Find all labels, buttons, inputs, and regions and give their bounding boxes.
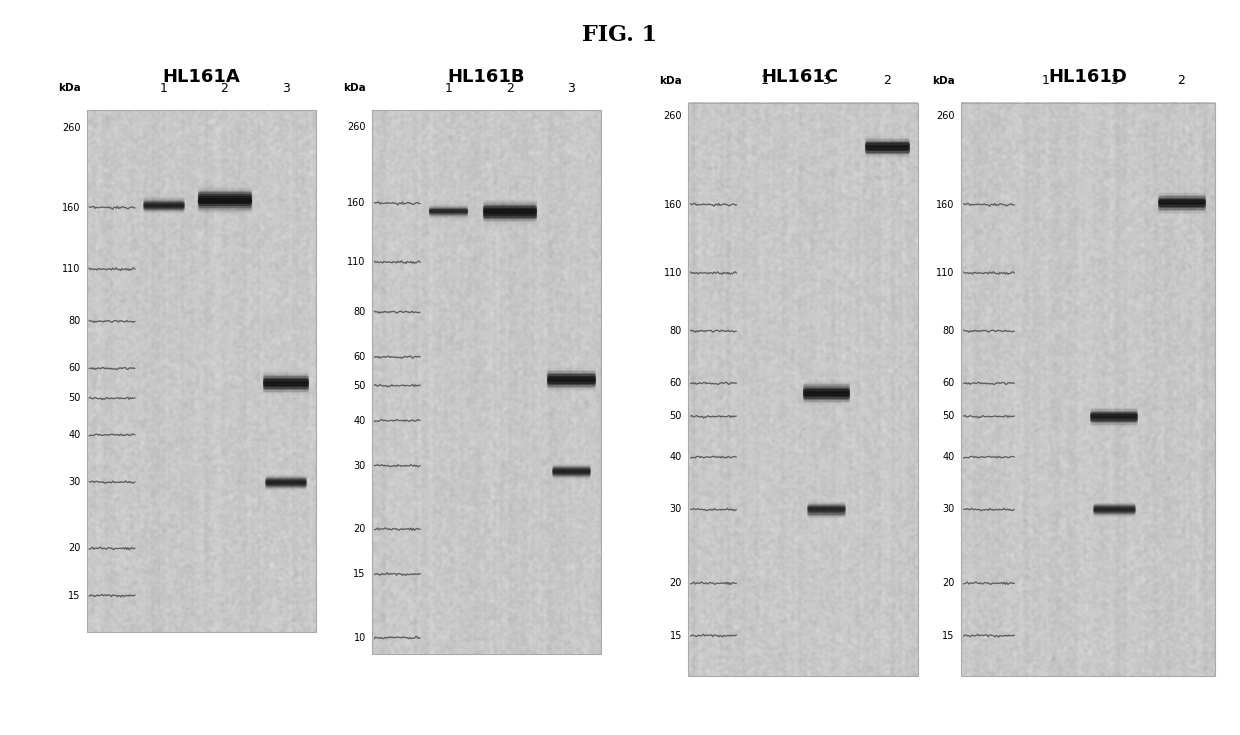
Text: 3: 3 bbox=[1110, 74, 1117, 87]
Text: 40: 40 bbox=[68, 430, 81, 440]
Text: 60: 60 bbox=[670, 379, 682, 388]
Text: 80: 80 bbox=[670, 326, 682, 336]
Text: 20: 20 bbox=[68, 543, 81, 553]
Text: kDa: kDa bbox=[58, 83, 81, 93]
Text: 2: 2 bbox=[221, 82, 228, 95]
Text: 60: 60 bbox=[942, 379, 955, 388]
Text: 40: 40 bbox=[353, 415, 366, 426]
Text: 20: 20 bbox=[942, 578, 955, 588]
Text: 50: 50 bbox=[942, 412, 955, 421]
Text: 15: 15 bbox=[942, 631, 955, 641]
Bar bbox=[688, 103, 918, 676]
Text: 20: 20 bbox=[353, 524, 366, 534]
Text: 2: 2 bbox=[1177, 74, 1185, 87]
Bar bbox=[372, 110, 601, 654]
Text: 30: 30 bbox=[353, 461, 366, 470]
Text: 110: 110 bbox=[936, 268, 955, 278]
Text: 50: 50 bbox=[353, 381, 366, 390]
Text: HL161A: HL161A bbox=[162, 68, 239, 86]
Text: 2: 2 bbox=[506, 82, 513, 95]
Text: 30: 30 bbox=[942, 504, 955, 514]
Text: 40: 40 bbox=[942, 452, 955, 462]
Text: 1: 1 bbox=[444, 82, 453, 95]
Text: 110: 110 bbox=[663, 268, 682, 278]
Text: 160: 160 bbox=[62, 203, 81, 212]
Text: kDa: kDa bbox=[660, 76, 682, 86]
Text: 110: 110 bbox=[347, 257, 366, 267]
Text: 60: 60 bbox=[353, 352, 366, 362]
Text: 160: 160 bbox=[936, 200, 955, 209]
Text: 80: 80 bbox=[942, 326, 955, 336]
Text: 40: 40 bbox=[670, 452, 682, 462]
Text: 160: 160 bbox=[347, 198, 366, 209]
Bar bbox=[87, 110, 316, 632]
Text: HL161D: HL161D bbox=[1048, 68, 1127, 86]
Text: 3: 3 bbox=[822, 74, 830, 87]
Text: 1: 1 bbox=[159, 82, 167, 95]
Text: 3: 3 bbox=[281, 82, 290, 95]
Text: 50: 50 bbox=[68, 393, 81, 404]
Text: FIG. 1: FIG. 1 bbox=[583, 24, 657, 46]
Text: 15: 15 bbox=[68, 590, 81, 600]
Text: 260: 260 bbox=[936, 112, 955, 121]
Text: 20: 20 bbox=[670, 578, 682, 588]
Text: 15: 15 bbox=[670, 631, 682, 641]
Bar bbox=[961, 103, 1215, 676]
Text: 80: 80 bbox=[68, 316, 81, 326]
Text: 60: 60 bbox=[68, 363, 81, 373]
Text: 260: 260 bbox=[62, 123, 81, 133]
Text: 30: 30 bbox=[68, 477, 81, 487]
Text: kDa: kDa bbox=[932, 76, 955, 86]
Text: 15: 15 bbox=[353, 569, 366, 579]
Text: 1: 1 bbox=[760, 74, 769, 87]
Text: 50: 50 bbox=[670, 412, 682, 421]
Text: 260: 260 bbox=[347, 122, 366, 132]
Text: HL161C: HL161C bbox=[761, 68, 838, 86]
Text: 2: 2 bbox=[883, 74, 892, 87]
Text: 260: 260 bbox=[663, 112, 682, 121]
Text: 10: 10 bbox=[353, 633, 366, 642]
Text: kDa: kDa bbox=[343, 83, 366, 93]
Text: 30: 30 bbox=[670, 504, 682, 514]
Text: 1: 1 bbox=[1042, 74, 1050, 87]
Text: 3: 3 bbox=[567, 82, 575, 95]
Text: 110: 110 bbox=[62, 264, 81, 274]
Text: HL161B: HL161B bbox=[448, 68, 525, 86]
Text: 80: 80 bbox=[353, 307, 366, 317]
Text: 160: 160 bbox=[663, 200, 682, 209]
